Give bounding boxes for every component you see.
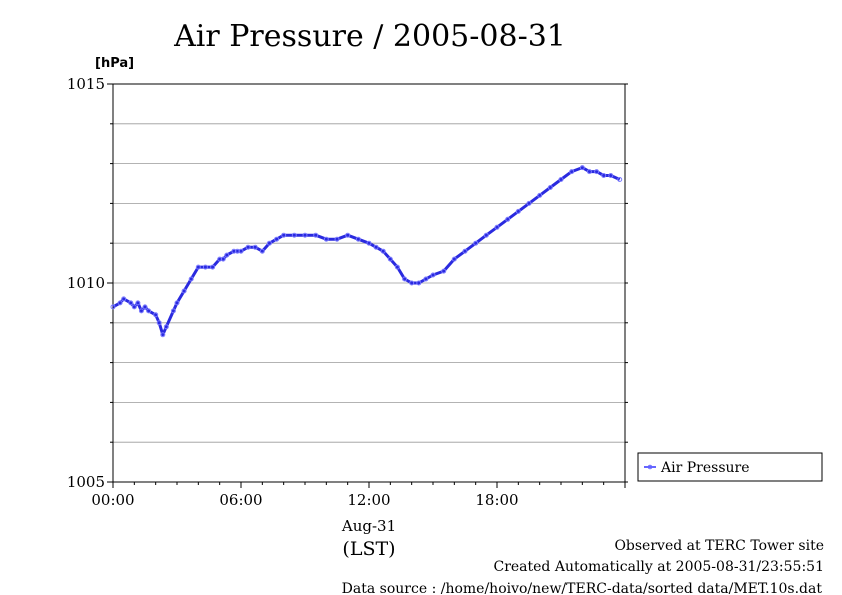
data-point xyxy=(423,276,429,282)
data-point xyxy=(505,216,511,222)
data-point xyxy=(302,232,308,238)
data-point xyxy=(409,280,415,286)
legend-box xyxy=(637,452,823,482)
data-point xyxy=(291,232,297,238)
x-tick-label: 06:00 xyxy=(219,491,262,509)
data-point xyxy=(373,244,379,250)
date-label: Aug-31 xyxy=(341,517,396,535)
data-point xyxy=(160,332,166,338)
data-point xyxy=(586,169,592,175)
footer-source: Data source : /home/hoivo/new/TERC-data/… xyxy=(342,581,823,595)
data-point xyxy=(238,248,244,254)
data-point xyxy=(394,264,400,270)
data-point xyxy=(537,192,543,198)
data-point xyxy=(259,248,265,254)
data-point xyxy=(163,324,169,330)
data-point xyxy=(526,200,532,206)
data-point xyxy=(138,308,144,314)
data-point xyxy=(252,244,258,250)
data-point xyxy=(462,248,468,254)
x-tick-label: 18:00 xyxy=(475,491,518,509)
data-point xyxy=(153,312,159,318)
data-point xyxy=(387,256,393,262)
data-point xyxy=(430,272,436,278)
data-point xyxy=(451,256,457,262)
data-point xyxy=(473,240,479,246)
data-point xyxy=(188,276,194,282)
data-point xyxy=(416,280,422,286)
data-point xyxy=(579,165,585,171)
data-point xyxy=(366,240,372,246)
data-point xyxy=(569,169,575,175)
data-point xyxy=(156,320,162,326)
y-tick-label: 1005 xyxy=(67,473,105,491)
data-point xyxy=(195,264,201,270)
data-point xyxy=(515,208,521,214)
data-point xyxy=(131,304,137,310)
data-point xyxy=(608,173,614,178)
legend: Air Pressure xyxy=(637,452,823,482)
x-tick-label: 00:00 xyxy=(91,491,134,509)
data-point xyxy=(380,248,386,254)
data-point xyxy=(202,264,208,270)
y-tick-label: 1015 xyxy=(67,75,105,93)
data-point xyxy=(334,236,340,242)
data-point xyxy=(494,224,500,230)
data-point xyxy=(558,177,564,182)
data-point xyxy=(313,232,319,238)
y-tick-label: 1010 xyxy=(67,274,105,292)
data-point xyxy=(266,240,272,246)
data-point xyxy=(441,268,447,274)
data-point xyxy=(323,236,329,242)
data-point xyxy=(281,232,287,238)
data-point xyxy=(121,296,127,302)
footer-observed: Observed at TERC Tower site xyxy=(614,538,824,554)
data-point xyxy=(355,236,361,242)
data-point xyxy=(117,300,123,306)
y-axis: 1015 1010 1005 xyxy=(67,75,628,491)
data-point xyxy=(128,300,134,306)
x-axis-label: (LST) xyxy=(342,538,395,560)
data-point xyxy=(181,288,187,294)
data-point xyxy=(220,256,226,262)
data-point xyxy=(174,300,180,306)
series-line xyxy=(112,166,621,337)
data-point xyxy=(547,185,553,190)
x-axis: 00:00 06:00 12:00 18:00 xyxy=(91,482,626,509)
legend-marker xyxy=(647,464,653,470)
data-point xyxy=(402,276,408,282)
data-point xyxy=(170,308,176,314)
series-layer xyxy=(110,165,623,338)
data-point xyxy=(345,232,351,238)
legend-label: Air Pressure xyxy=(660,460,750,476)
x-tick-label: 12:00 xyxy=(347,491,390,509)
data-point xyxy=(483,232,489,238)
data-point xyxy=(135,300,141,306)
data-point xyxy=(601,173,607,178)
data-point xyxy=(617,177,623,182)
data-point xyxy=(245,244,251,250)
data-point xyxy=(274,236,280,242)
data-point xyxy=(146,308,152,314)
data-point xyxy=(210,264,216,270)
y-axis-label: [hPa] xyxy=(95,56,134,71)
data-point xyxy=(224,252,230,258)
chart-title: Air Pressure / 2005-08-31 xyxy=(173,19,566,54)
data-point xyxy=(594,169,600,175)
footer-created: Created Automatically at 2005-08-31/23:5… xyxy=(493,559,824,575)
data-point xyxy=(142,304,148,310)
data-point xyxy=(110,304,116,310)
